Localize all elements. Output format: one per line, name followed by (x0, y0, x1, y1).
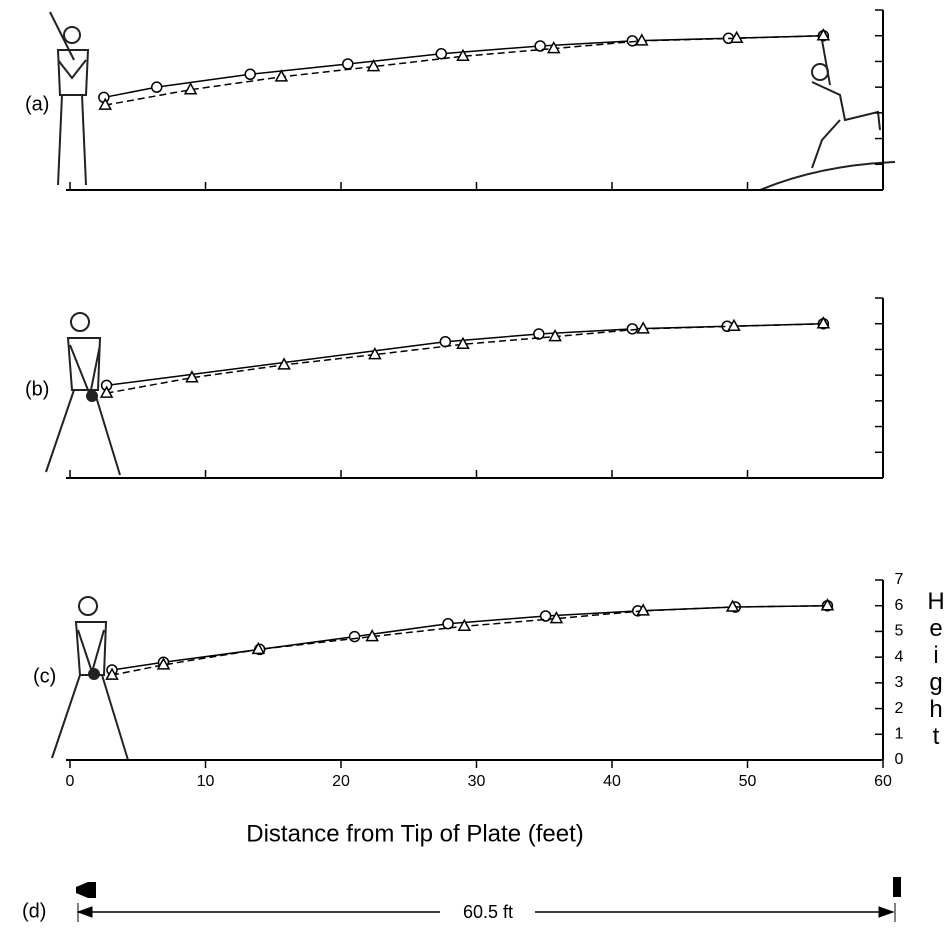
x-tick-label: 30 (468, 773, 486, 790)
y-tick-label: 6 (895, 597, 904, 614)
circle-marker (626, 35, 639, 47)
triangle-marker (456, 48, 470, 62)
triangle-marker (725, 599, 740, 612)
triangle-marker (636, 603, 650, 616)
circle-marker (348, 630, 361, 643)
triangle-marker (365, 629, 379, 642)
triangle-marker (98, 97, 112, 110)
panel-label: (b) (25, 378, 49, 400)
x-tick-label: 0 (66, 773, 75, 790)
x-axis-title: Distance from Tip of Plate (feet) (246, 820, 583, 847)
circle-marker (442, 617, 454, 630)
triangle-marker (636, 321, 650, 334)
triangle-marker (816, 28, 831, 41)
triangle-marker (549, 611, 564, 624)
circle-marker (539, 610, 552, 622)
y-tick-label: 7 (895, 571, 904, 588)
triangle-marker (277, 357, 291, 370)
triangle-marker (251, 641, 266, 655)
triangle-marker (105, 667, 119, 680)
triangle-marker (183, 82, 198, 95)
triangle-marker (546, 41, 561, 54)
triangle-marker (156, 657, 171, 670)
x-tick-label: 60 (874, 773, 892, 790)
series-line (106, 322, 824, 394)
circle-marker (435, 47, 448, 60)
distance-label: 60.5 ft (463, 902, 513, 922)
circle-marker (342, 58, 354, 70)
triangle-marker (635, 33, 649, 46)
panel-label: (a) (25, 93, 49, 115)
series-line (106, 322, 824, 387)
triangle-marker (729, 30, 744, 44)
batter-figure (49, 11, 90, 186)
y-tick-label: 0 (895, 751, 904, 768)
y-tick-label: 4 (895, 648, 904, 665)
triangle-marker (816, 316, 831, 329)
triangle-marker (456, 336, 470, 350)
y-tick-label: 3 (895, 674, 904, 691)
triangle-marker (820, 598, 835, 611)
home-plate (76, 882, 96, 898)
y-tick-label: 5 (895, 623, 904, 640)
triangle-marker (727, 318, 741, 332)
triangle-marker (99, 385, 114, 398)
x-tick-label: 20 (332, 773, 350, 790)
circle-marker (533, 328, 545, 340)
series-line (111, 604, 828, 671)
circle-marker (244, 68, 256, 81)
triangle-marker (457, 618, 472, 632)
series-line (111, 604, 828, 676)
triangle-marker (185, 370, 199, 383)
pitching-rubber (893, 877, 901, 897)
series-line (103, 34, 824, 99)
x-tick-label: 10 (197, 773, 215, 790)
batter-figure (51, 596, 129, 761)
panel-label: (d) (22, 900, 46, 922)
batter-figure (45, 312, 121, 476)
y-tick-label: 1 (895, 726, 904, 743)
triangle-marker (366, 59, 381, 72)
triangle-marker (274, 69, 289, 82)
triangle-marker (548, 329, 562, 342)
y-tick-label: 2 (895, 700, 904, 717)
panel-label: (c) (33, 665, 56, 687)
x-tick-label: 50 (739, 773, 757, 790)
triangle-marker (368, 347, 382, 360)
series-line (105, 34, 824, 106)
y-axis-title: Height (923, 588, 947, 750)
circle-marker (534, 40, 546, 52)
circle-marker (150, 81, 163, 93)
x-tick-label: 40 (603, 773, 621, 790)
pitcher-figure (759, 39, 896, 191)
arrow-heads (76, 903, 896, 922)
